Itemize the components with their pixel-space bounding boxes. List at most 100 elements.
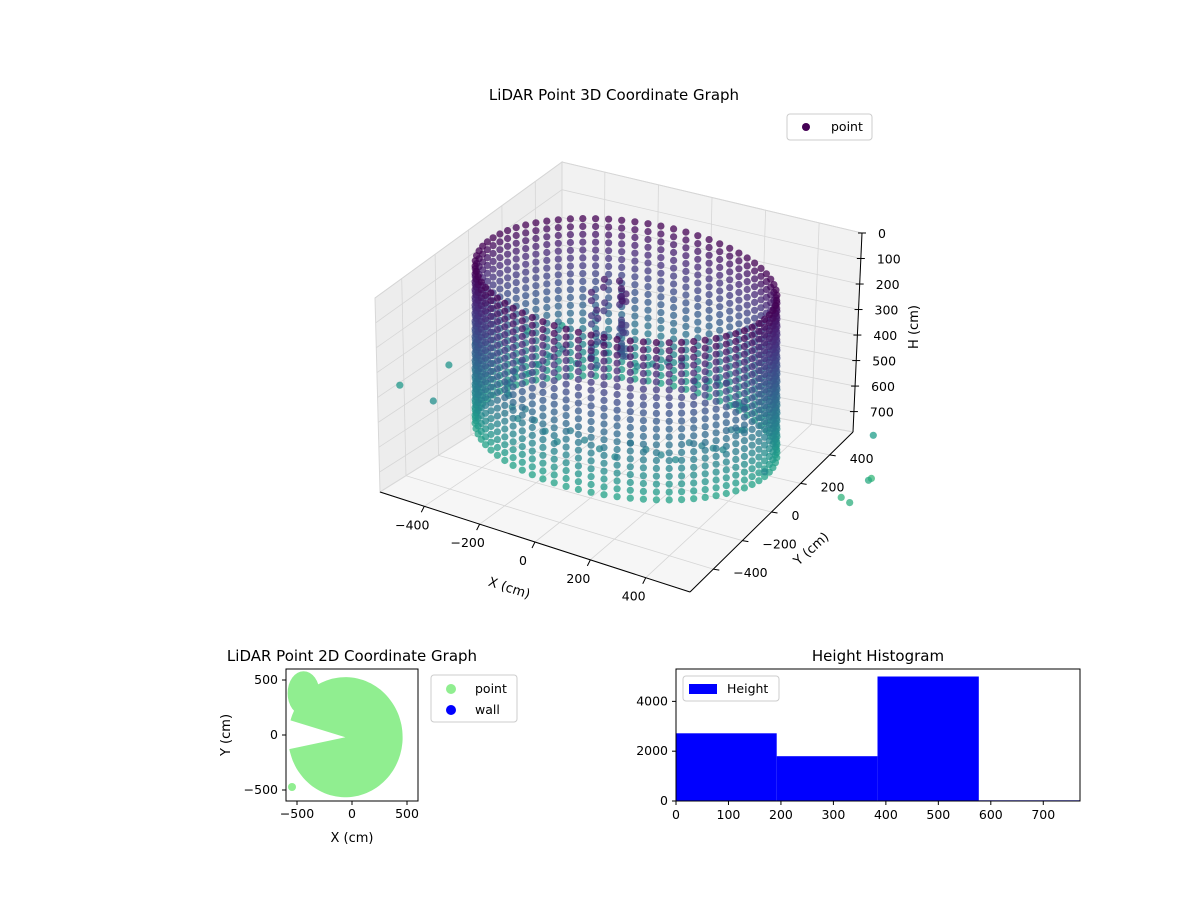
point-3d	[605, 223, 613, 231]
point-3d	[587, 363, 595, 371]
point-3d	[735, 320, 743, 328]
y-tick-mark-3d	[829, 454, 836, 457]
point-3d	[587, 355, 595, 363]
point-3d	[670, 280, 678, 288]
point-3d	[682, 283, 690, 291]
point-3d	[626, 361, 634, 369]
point-3d	[489, 234, 497, 242]
point-3d	[751, 283, 759, 291]
point-3d	[593, 338, 602, 346]
point-3d	[562, 333, 570, 341]
point-3d	[644, 322, 652, 330]
point-3d	[626, 447, 634, 455]
point-3d	[396, 381, 404, 389]
point-3d	[487, 344, 495, 352]
z-tick-label-3d: 400	[873, 328, 897, 343]
point-3d	[732, 337, 740, 346]
point-3d	[652, 354, 661, 362]
point-3d	[665, 370, 673, 378]
legend-2d: point wall	[430, 674, 518, 723]
point-3d	[726, 276, 734, 284]
point-3d	[528, 321, 536, 329]
point-3d	[626, 494, 634, 502]
point-3d	[740, 397, 749, 405]
point-3d	[562, 443, 570, 451]
point-3d	[528, 345, 536, 353]
point-3d	[678, 354, 686, 362]
point-3d	[732, 330, 740, 338]
point-3d	[748, 410, 756, 418]
point-3d	[755, 453, 763, 461]
plot-area-2d	[287, 671, 403, 798]
point-3d	[690, 440, 698, 448]
point-3d	[701, 360, 709, 368]
point-3d	[566, 309, 575, 317]
point-3d	[539, 388, 547, 396]
point-3d	[528, 392, 536, 400]
point-3d	[701, 446, 709, 454]
point-3d	[496, 285, 504, 293]
point-3d	[735, 304, 743, 312]
point-3d	[613, 367, 621, 375]
point-3d	[605, 239, 613, 247]
point-3d	[562, 396, 570, 404]
point-3d	[670, 225, 678, 233]
point-3d	[512, 231, 520, 240]
point-3d	[600, 389, 608, 397]
point-3d	[487, 446, 495, 454]
point-3d	[504, 274, 512, 282]
point-3d	[626, 455, 634, 463]
x-tick-label-3d: −400	[395, 517, 429, 532]
point-3d	[550, 447, 558, 455]
point-3d	[633, 362, 641, 371]
point-3d	[740, 374, 749, 382]
point-3d	[626, 439, 634, 447]
point-3d	[600, 357, 608, 365]
point-3d	[539, 341, 547, 349]
x-tick-label-3d: −200	[450, 535, 484, 550]
point-3d	[482, 346, 490, 354]
point-3d	[652, 488, 661, 496]
point-3d	[592, 238, 600, 246]
point-3d	[626, 345, 634, 353]
point-3d	[605, 254, 613, 263]
point-3d	[761, 347, 769, 355]
point-3d	[732, 408, 740, 416]
point-3d	[562, 467, 570, 475]
point-3d	[562, 349, 570, 357]
point-3d	[512, 255, 520, 263]
point-3d	[694, 255, 702, 263]
gridline-z	[375, 189, 861, 324]
y-tick-label-3d: −200	[762, 537, 796, 552]
point-3d	[489, 281, 497, 289]
point-3d	[665, 449, 673, 457]
point-3d	[722, 387, 730, 395]
point-3d	[682, 228, 690, 236]
y-axis-label-2d: Y (cm)	[219, 714, 234, 757]
point-3d	[539, 428, 547, 436]
point-3d	[579, 309, 587, 317]
point-3d	[712, 358, 720, 366]
point-3d	[761, 457, 769, 465]
point-3d	[518, 419, 526, 427]
point-3d	[690, 392, 698, 401]
point-3d	[489, 257, 497, 265]
point-3d	[615, 277, 624, 285]
point-3d	[631, 320, 639, 328]
point-3d	[678, 425, 686, 433]
legend-label-wall-2d: wall	[475, 702, 500, 717]
point-3d	[600, 365, 608, 373]
point-3d	[518, 411, 526, 419]
point-3d	[550, 329, 558, 337]
point-3d	[504, 234, 512, 243]
point-3d	[605, 247, 613, 255]
point-3d	[579, 301, 587, 309]
point-3d	[678, 393, 686, 401]
point-3d	[613, 461, 621, 469]
point-3d	[665, 409, 673, 418]
point-3d	[509, 336, 517, 344]
point-3d	[690, 385, 698, 393]
point-3d	[550, 369, 558, 377]
point-3d	[755, 422, 763, 430]
